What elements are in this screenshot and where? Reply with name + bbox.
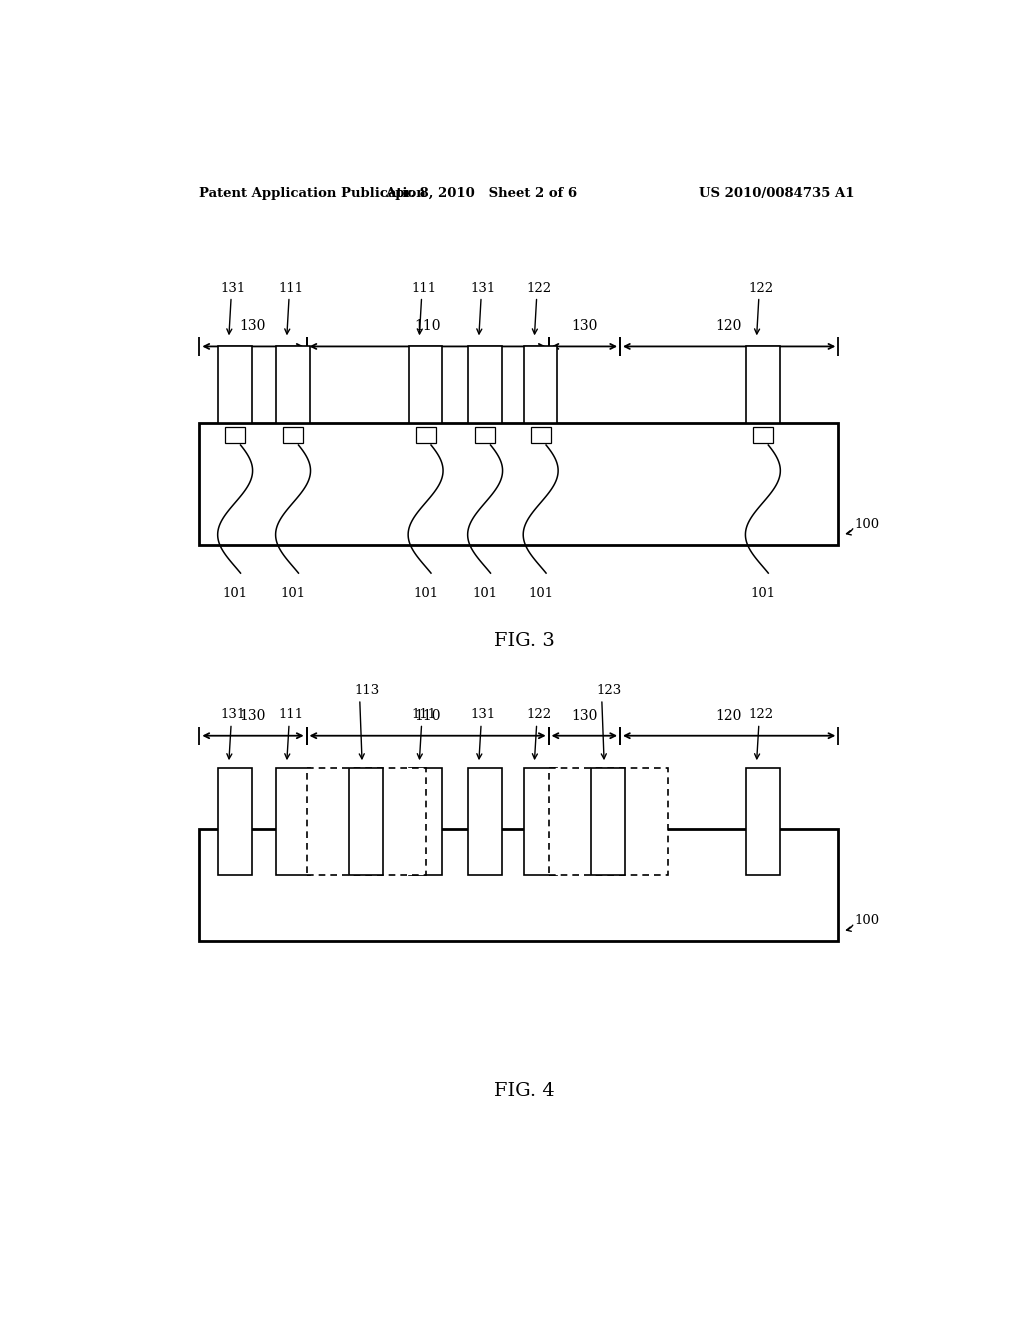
Text: 110: 110 (415, 319, 441, 333)
Bar (276, 768, 309, 875)
Text: FIG. 4: FIG. 4 (495, 1082, 555, 1101)
Text: 101: 101 (472, 587, 498, 601)
Text: 122: 122 (526, 709, 551, 722)
Bar (276, 346, 309, 422)
Bar (530, 426, 551, 444)
Text: 111: 111 (279, 281, 303, 294)
Text: 120: 120 (716, 319, 742, 333)
Text: US 2010/0084735 A1: US 2010/0084735 A1 (698, 187, 854, 201)
Bar (306, 768, 426, 875)
Bar (225, 426, 245, 444)
Text: 100: 100 (854, 517, 880, 531)
Bar (524, 768, 557, 875)
Bar (283, 426, 303, 444)
Text: 130: 130 (240, 709, 266, 722)
Bar (409, 768, 442, 875)
Text: FIG. 3: FIG. 3 (495, 632, 555, 651)
Text: 123: 123 (596, 684, 622, 697)
Bar (468, 768, 502, 875)
Text: 111: 111 (279, 709, 303, 722)
Bar (349, 768, 383, 875)
Text: 101: 101 (222, 587, 248, 601)
Bar (200, 829, 839, 941)
Bar (218, 768, 252, 875)
Text: 113: 113 (354, 684, 380, 697)
Bar (200, 422, 839, 545)
Text: 101: 101 (281, 587, 305, 601)
Text: 122: 122 (526, 281, 551, 294)
Text: 130: 130 (571, 709, 598, 722)
Text: 130: 130 (240, 319, 266, 333)
Text: 101: 101 (413, 587, 438, 601)
Text: 120: 120 (716, 709, 742, 722)
Text: 130: 130 (571, 319, 598, 333)
Bar (746, 768, 779, 875)
Text: 131: 131 (220, 709, 246, 722)
Text: 101: 101 (751, 587, 775, 601)
Bar (218, 346, 252, 422)
Text: 111: 111 (411, 709, 436, 722)
Bar (475, 426, 496, 444)
Text: 110: 110 (415, 709, 441, 722)
Text: 131: 131 (470, 281, 496, 294)
Bar (592, 768, 625, 875)
Text: 122: 122 (749, 281, 773, 294)
Text: 100: 100 (854, 915, 880, 927)
Bar (524, 346, 557, 422)
Bar (753, 426, 773, 444)
Text: Apr. 8, 2010   Sheet 2 of 6: Apr. 8, 2010 Sheet 2 of 6 (385, 187, 578, 201)
Text: 111: 111 (411, 281, 436, 294)
Bar (416, 426, 435, 444)
Text: 122: 122 (749, 709, 773, 722)
Text: 131: 131 (470, 709, 496, 722)
Bar (409, 346, 442, 422)
Bar (468, 346, 502, 422)
Bar (746, 346, 779, 422)
Text: Patent Application Publication: Patent Application Publication (200, 187, 426, 201)
Bar (549, 768, 668, 875)
Text: 101: 101 (528, 587, 553, 601)
Text: 131: 131 (220, 281, 246, 294)
